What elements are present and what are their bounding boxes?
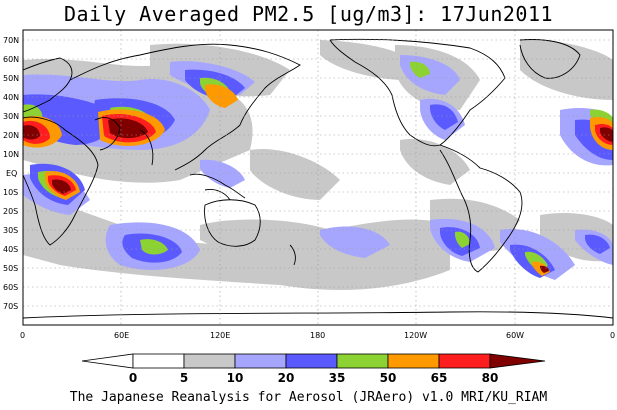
- colorbar-high-arrow: [489, 353, 546, 369]
- lat-label: 60N: [3, 55, 19, 64]
- colorbar-segment: [234, 353, 287, 369]
- colorbar-segment: [438, 353, 491, 369]
- coastlines: [23, 38, 613, 319]
- lon-label: 120W: [404, 331, 427, 340]
- credit-text: The Japanese Reanalysis for Aerosol (JRA…: [69, 390, 548, 405]
- colorbar-tick: 35: [329, 371, 346, 385]
- colorbar-segment: [387, 353, 440, 369]
- lat-label: 40S: [3, 245, 18, 254]
- lat-label: 10S: [3, 188, 18, 197]
- colorbar-segment: [336, 353, 389, 369]
- lon-label: 0: [20, 331, 25, 340]
- lat-label: 30S: [3, 226, 18, 235]
- colorbar-tick: 50: [380, 371, 397, 385]
- colorbar-tick: 80: [482, 371, 499, 385]
- colorbar-segment: [285, 353, 338, 369]
- lat-label: 60S: [3, 283, 18, 292]
- colorbar-tick: 10: [227, 371, 244, 385]
- lon-label: 60W: [506, 331, 524, 340]
- colorbar-segment: [132, 353, 185, 369]
- lat-label: EQ: [6, 169, 17, 178]
- lat-label: 40N: [3, 93, 19, 102]
- map-title: Daily Averaged PM2.5 [ug/m3]: 17Jun2011: [63, 2, 554, 26]
- grid-lines: [23, 30, 613, 325]
- colorbar-tick: 5: [180, 371, 188, 385]
- colorbar-tick: 20: [278, 371, 295, 385]
- colorbar-tick: 65: [431, 371, 448, 385]
- lon-label: 120E: [210, 331, 230, 340]
- lat-label: 10N: [3, 150, 19, 159]
- lat-label: 30N: [3, 112, 19, 121]
- map-frame: [22, 29, 614, 326]
- lat-label: 20N: [3, 131, 19, 140]
- lon-label: 0: [610, 331, 615, 340]
- lon-labels: 0 60E 120E 180 120W 60W 0: [20, 331, 615, 340]
- colorbar: 0 5 10 20 35 50 65 80: [81, 353, 546, 385]
- lon-label: 180: [310, 331, 325, 340]
- lat-label: 20S: [3, 207, 18, 216]
- colorbar-low-arrow: [81, 353, 134, 369]
- colorbar-segment: [183, 353, 236, 369]
- lat-label: 70S: [3, 302, 18, 311]
- lat-label: 50S: [3, 264, 18, 273]
- lon-label: 60E: [114, 331, 129, 340]
- lat-label: 70N: [3, 36, 19, 45]
- concentration-field: [23, 30, 613, 325]
- lat-labels: 70N 60N 50N 40N 30N 20N 10N EQ 10S 20S 3…: [3, 36, 19, 311]
- lat-label: 50N: [3, 74, 19, 83]
- colorbar-tick: 0: [129, 371, 137, 385]
